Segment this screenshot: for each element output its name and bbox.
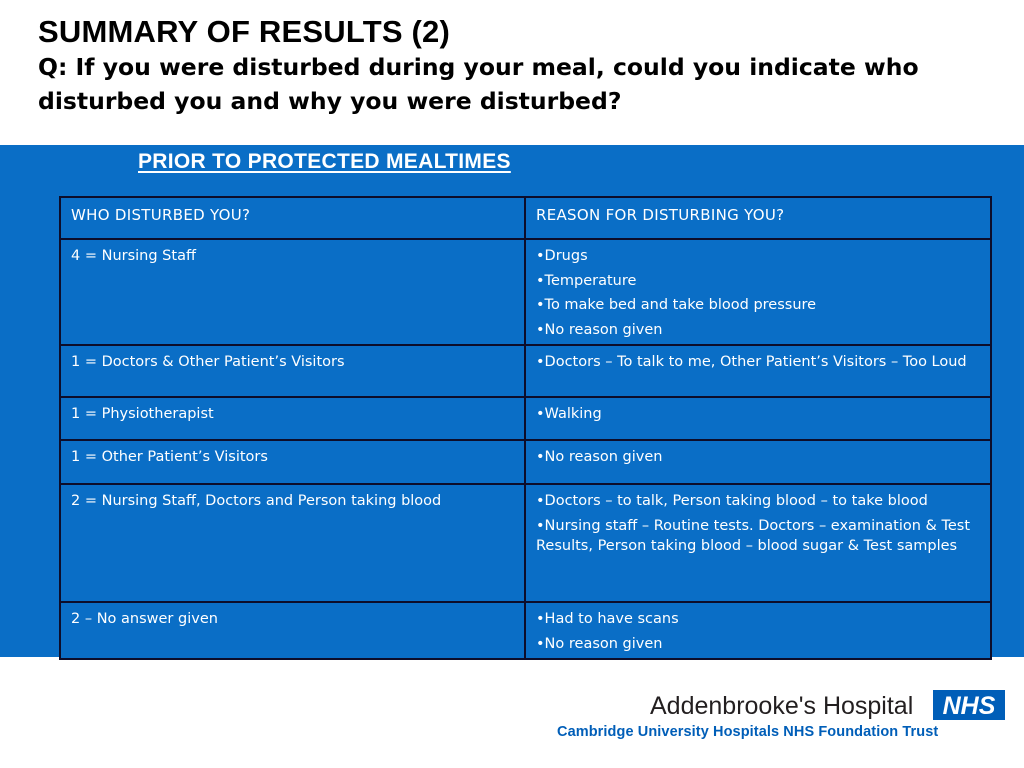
table-row: 2 – No answer given •Had to have scans •… bbox=[59, 601, 992, 660]
reason-cell: •Doctors – To talk to me, Other Patient’… bbox=[524, 344, 992, 398]
table-row: 1 = Doctors & Other Patient’s Visitors •… bbox=[59, 344, 992, 398]
reason-item: •Walking bbox=[536, 406, 602, 422]
reason-item: •Doctors – To talk to me, Other Patient’… bbox=[536, 354, 967, 370]
reason-cell: •Walking bbox=[524, 396, 992, 441]
reason-item: •No reason given bbox=[536, 321, 663, 338]
reason-item: •Drugs bbox=[536, 248, 588, 264]
nhs-logo-text: NHS bbox=[943, 692, 996, 720]
reason-item: •Doctors – to talk, Person taking blood … bbox=[536, 493, 928, 509]
who-cell: 2 = Nursing Staff, Doctors and Person ta… bbox=[59, 483, 526, 603]
trust-name: Cambridge University Hospitals NHS Found… bbox=[557, 724, 939, 740]
reason-cell: •No reason given bbox=[524, 439, 992, 485]
column-header-who: WHO DISTURBED YOU? bbox=[59, 196, 526, 240]
reason-item: •No reason given bbox=[536, 449, 663, 465]
results-table: WHO DISTURBED YOU? REASON FOR DISTURBING… bbox=[59, 196, 992, 660]
reason-item: •Nursing staff – Routine tests. Doctors … bbox=[536, 517, 971, 555]
nhs-logo-icon: NHS bbox=[933, 690, 1005, 720]
hospital-name: Addenbrooke's Hospital bbox=[650, 692, 914, 720]
reason-cell: •Had to have scans •No reason given bbox=[524, 601, 992, 660]
nhs-logo-background bbox=[933, 690, 1005, 720]
who-cell: 1 = Other Patient’s Visitors bbox=[59, 439, 526, 485]
table-row: 1 = Other Patient’s Visitors •No reason … bbox=[59, 439, 992, 485]
reason-item: •Temperature bbox=[536, 272, 637, 289]
table-header-row: WHO DISTURBED YOU? REASON FOR DISTURBING… bbox=[59, 196, 992, 240]
table-row: 1 = Physiotherapist •Walking bbox=[59, 396, 992, 441]
who-cell: 1 = Doctors & Other Patient’s Visitors bbox=[59, 344, 526, 398]
slide-header: SUMMARY OF RESULTS (2) Q: If you were di… bbox=[38, 14, 998, 118]
slide-title: SUMMARY OF RESULTS (2) bbox=[38, 14, 451, 49]
survey-question: Q: If you were disturbed during your mea… bbox=[38, 53, 919, 115]
who-cell: 1 = Physiotherapist bbox=[59, 396, 526, 441]
who-cell: 4 = Nursing Staff bbox=[59, 238, 526, 346]
column-header-reason: REASON FOR DISTURBING YOU? bbox=[524, 196, 992, 240]
reason-cell: •Doctors – to talk, Person taking blood … bbox=[524, 483, 992, 603]
table-row: 2 = Nursing Staff, Doctors and Person ta… bbox=[59, 483, 992, 603]
table-row: 4 = Nursing Staff •Drugs •Temperature •T… bbox=[59, 238, 992, 346]
reason-item: •No reason given bbox=[536, 635, 663, 652]
section-subheading: PRIOR TO PROTECTED MEALTIMES bbox=[138, 150, 511, 173]
reason-item: •To make bed and take blood pressure bbox=[536, 297, 817, 313]
reason-cell: •Drugs •Temperature •To make bed and tak… bbox=[524, 238, 992, 346]
reason-item: •Had to have scans bbox=[536, 611, 679, 627]
hospital-branding: Addenbrooke's Hospital Cambridge Univers… bbox=[555, 688, 1015, 748]
who-cell: 2 – No answer given bbox=[59, 601, 526, 660]
